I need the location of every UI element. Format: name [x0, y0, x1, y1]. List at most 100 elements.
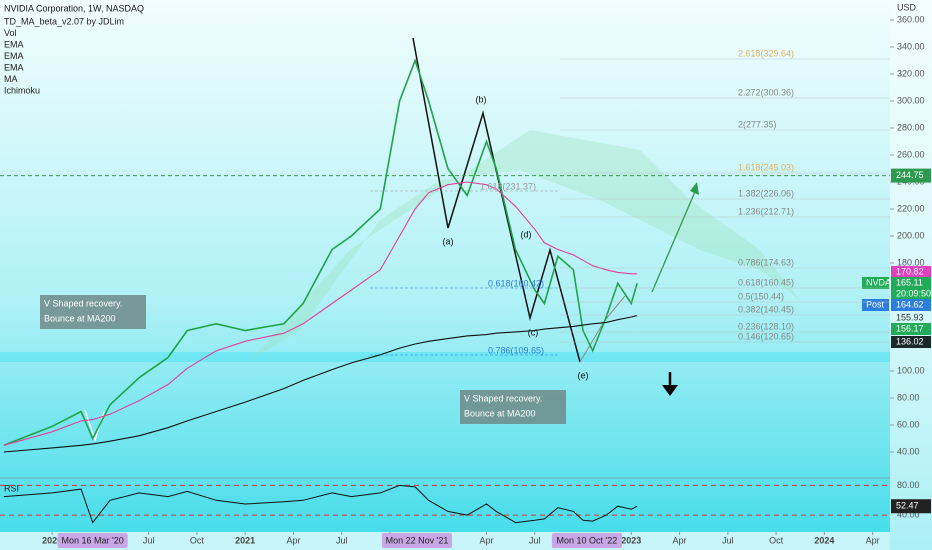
fib-label: 0.146(120.65): [738, 331, 794, 341]
fib-label: 0.5(150.44): [738, 291, 784, 301]
x-tick-label: Jul: [722, 535, 734, 545]
price-tag: [891, 277, 931, 289]
rsi-tick-label: 80.00: [897, 480, 920, 490]
y-tick-label: 100.00: [897, 365, 925, 375]
indicator-label: MA: [4, 74, 18, 84]
x-tick-label: 2023: [621, 535, 641, 545]
cloud: [250, 130, 800, 360]
ticker-tag: [862, 277, 889, 289]
wave-label: (d): [521, 229, 532, 239]
date-mark-label: Mon 10 Oct '22: [557, 535, 618, 545]
price-tag-label: 164.62: [896, 299, 924, 309]
rsi-last: 52.47: [896, 501, 919, 511]
fib-label: 1.236(212.71): [738, 206, 794, 216]
wave-label: (c): [528, 327, 539, 337]
annotation-text: Bounce at MA200: [44, 313, 116, 323]
y-tick-label: 220.00: [897, 203, 925, 213]
series-line: [3, 58, 638, 447]
date-mark-bg: [551, 533, 622, 548]
annotation-box: [40, 295, 146, 329]
x-tick-label: 2020: [42, 535, 62, 545]
x-tick-label: Jul: [336, 535, 348, 545]
chart-title: NVIDIA Corporation, 1W, NASDAQ: [4, 3, 144, 13]
price-tag-label: 20:09:50: [896, 288, 931, 298]
rsi-tick-label: 40.00: [897, 510, 920, 520]
indicator-label: Ichimoku: [4, 85, 40, 95]
date-mark-label: Mon 22 Nov '21: [386, 535, 449, 545]
y-tick-label: 40.00: [897, 446, 920, 456]
x-tick-label: 2024: [814, 535, 834, 545]
target-tag: [891, 168, 931, 183]
y-tick-label: 300.00: [897, 95, 925, 105]
currency: USD: [897, 2, 917, 12]
zone: [0, 352, 890, 362]
rsi-label: RSI: [4, 483, 19, 493]
x-tick-label: 2021: [235, 535, 255, 545]
fib-label: 1.382(226.06): [738, 188, 794, 198]
annotation-text: Bounce at MA200: [464, 408, 536, 418]
ticker-label: NVDA: [866, 277, 891, 287]
wave-label: (a): [443, 236, 454, 246]
rsi-tag: [891, 499, 931, 514]
x-tick-label: Apr: [866, 535, 880, 545]
down-arrowhead: [662, 385, 678, 396]
price-tag-label: 136.02: [896, 336, 924, 346]
fib-label: 0.786(174.63): [738, 257, 794, 267]
price-tag: [891, 299, 931, 311]
series-line: [3, 315, 638, 453]
price-tag-label: 156.17: [896, 323, 924, 333]
x-tick-label: Jul: [529, 535, 541, 545]
indicator-label: EMA: [4, 51, 24, 61]
indicator-label: EMA: [4, 62, 24, 72]
date-mark-label: Mon 16 Mar '20: [62, 535, 124, 545]
wave-label: (b): [476, 94, 487, 104]
fib-label: 2(277.35): [738, 119, 777, 129]
y-tick-label: 360.00: [897, 14, 925, 24]
y-tick-label: 280.00: [897, 122, 925, 132]
y-tick-label: 340.00: [897, 41, 925, 51]
up-arrowhead: [690, 182, 699, 195]
date-mark-bg: [382, 533, 453, 548]
series-line: [3, 181, 638, 446]
date-mark-bg: [57, 533, 128, 548]
annotation-box: [460, 390, 566, 424]
y-tick-label: 320.00: [897, 68, 925, 78]
target-label: 244.75: [896, 170, 924, 180]
price-tag: [891, 266, 931, 278]
up-arrow: [651, 186, 698, 293]
y-tick-label: 80.00: [897, 392, 920, 402]
price-tag-label: 170.82: [896, 266, 924, 276]
x-tick-label: Apr: [479, 535, 493, 545]
annotation-text: V Shaped recovery.: [464, 393, 542, 403]
y-tick-label: 180.00: [897, 257, 925, 267]
x-tick-label: Apr: [673, 535, 687, 545]
x-tick-label: Oct: [769, 535, 784, 545]
y-tick-label: 200.00: [897, 230, 925, 240]
indicator-label: Vol: [4, 28, 17, 38]
indicator-label: EMA: [4, 39, 24, 49]
y-tick-label: 260.00: [897, 149, 925, 159]
price-tag-label: 155.93: [896, 312, 924, 322]
fib-label: 0.618(160.45): [738, 277, 794, 287]
ticker-label: Post: [866, 299, 885, 309]
price-tag: [891, 288, 931, 300]
x-tick-label: Apr: [286, 535, 300, 545]
indicator-label: TD_MA_beta_v2.07 by JDLim: [4, 16, 124, 26]
fib-label: 0.236(128.10): [738, 321, 794, 331]
annotation-text: V Shaped recovery.: [44, 298, 122, 308]
price-tag: [891, 323, 931, 335]
price-tag-label: 165.11: [896, 277, 923, 287]
y-tick-label: 60.00: [897, 419, 920, 429]
wave-label: (e): [578, 370, 589, 380]
x-tick-label: Oct: [190, 535, 205, 545]
x-tick-label: Jul: [143, 535, 155, 545]
fib-label: 1.618(245.03): [738, 162, 794, 172]
price-tag: [891, 336, 931, 348]
fib-label: 1.618(231.37): [480, 181, 536, 191]
fib-label: 0.786(109.65): [488, 345, 544, 355]
fib-label: 2.618(329.64): [738, 48, 794, 58]
fib-label: 0.382(140.45): [738, 304, 794, 314]
rsi-line: [3, 484, 638, 524]
